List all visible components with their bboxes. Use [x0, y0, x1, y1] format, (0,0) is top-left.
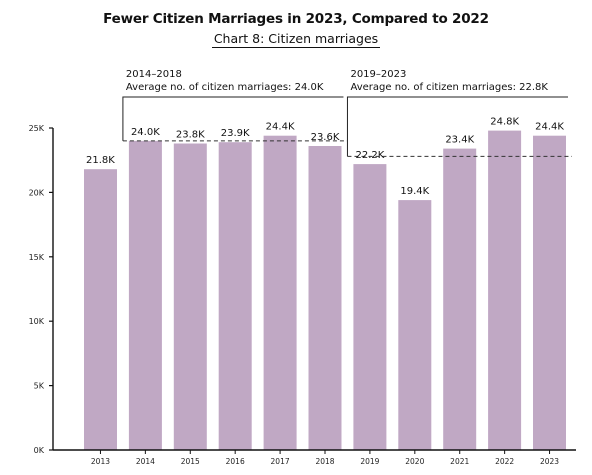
y-tick-label: 25K	[29, 124, 45, 133]
x-tick-label: 2017	[271, 457, 290, 466]
data-label: 23.4K	[445, 135, 474, 146]
y-tick-label: 20K	[29, 188, 45, 197]
x-tick-label: 2016	[226, 457, 245, 466]
data-label: 23.9K	[221, 128, 250, 139]
period-range-label: 2014–2018	[126, 69, 182, 80]
bar-2019	[353, 164, 387, 450]
chart-subtitle: Chart 8: Citizen marriages	[0, 31, 592, 48]
data-label: 21.8K	[86, 155, 115, 166]
data-label: 23.8K	[176, 129, 205, 140]
bar-2022	[488, 130, 522, 450]
period-average-label: Average no. of citizen marriages: 24.0K	[126, 82, 324, 93]
x-tick-label: 2014	[136, 457, 155, 466]
y-tick-label: 5K	[34, 382, 45, 391]
period-bracket-1	[122, 96, 344, 141]
bar-2021	[443, 148, 477, 450]
bar-2018	[308, 146, 342, 450]
period-bracket-2	[346, 96, 568, 157]
bar-2023	[533, 135, 566, 450]
period-average-label: Average no. of citizen marriages: 22.8K	[350, 82, 548, 93]
x-tick-label: 2020	[405, 457, 424, 466]
x-tick-label: 2015	[181, 457, 200, 466]
bar-2016	[218, 142, 252, 450]
y-tick-label: 15K	[29, 253, 45, 262]
data-label: 24.8K	[490, 117, 519, 128]
bar-2015	[173, 143, 207, 450]
x-tick-label: 2018	[315, 457, 334, 466]
data-label: 19.4K	[400, 186, 429, 197]
x-tick-label: 2023	[540, 457, 559, 466]
x-tick-label: 2021	[450, 457, 469, 466]
data-label: 23.6K	[311, 132, 340, 143]
data-label: 24.4K	[535, 122, 564, 133]
x-tick-label: 2013	[91, 457, 110, 466]
bar-2017	[263, 135, 297, 450]
data-label: 22.2K	[355, 150, 384, 161]
chart-title: Fewer Citizen Marriages in 2023, Compare…	[103, 11, 489, 27]
data-label: 24.4K	[266, 122, 295, 133]
x-tick-label: 2022	[495, 457, 514, 466]
bar-2013	[84, 169, 117, 450]
y-tick-label: 0K	[34, 446, 45, 455]
data-label: 24.0K	[131, 127, 160, 138]
y-tick-label: 10K	[29, 317, 45, 326]
chart-subtitle-text: Chart 8: Citizen marriages	[211, 31, 381, 48]
bar-2020	[398, 200, 432, 450]
bar-2014	[128, 140, 162, 450]
period-range-label: 2019–2023	[350, 69, 406, 80]
x-tick-label: 2019	[360, 457, 379, 466]
